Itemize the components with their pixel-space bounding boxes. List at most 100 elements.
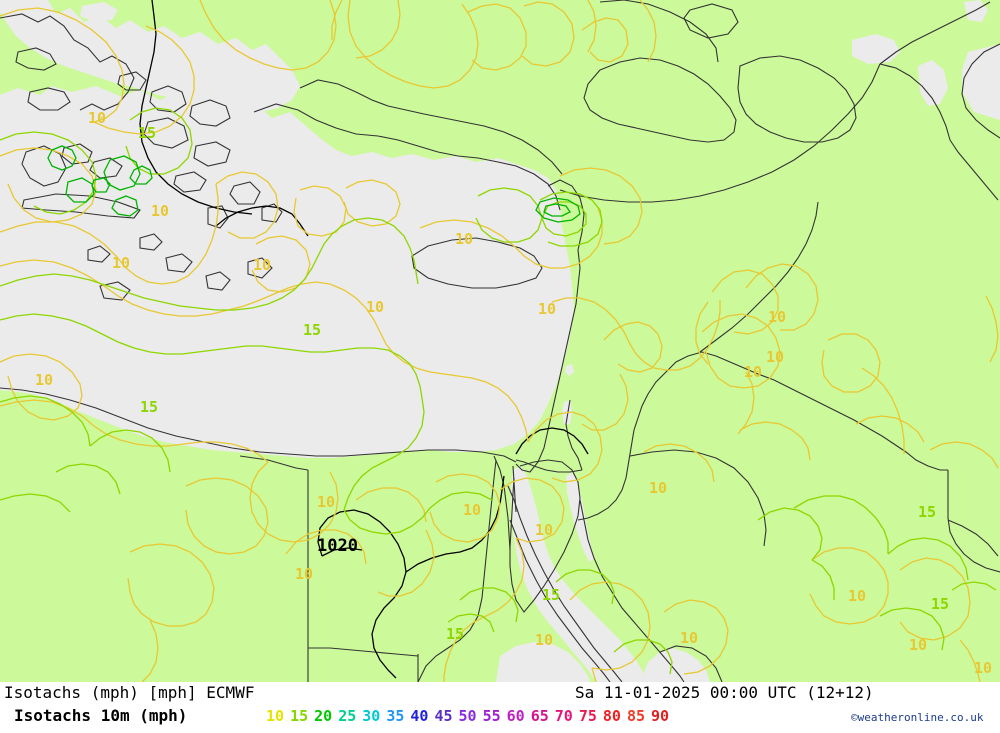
scale-tick-80: 80 — [602, 707, 621, 725]
iran-border — [949, 139, 999, 201]
island-x2 — [149, 85, 187, 113]
egypt-north-coast — [0, 387, 517, 463]
isotach-label: 10 — [463, 501, 482, 519]
mediterranean-sea — [0, 86, 574, 458]
border-turkey-iraq-iran — [879, 1, 991, 65]
scale-tick-55: 55 — [482, 707, 501, 725]
isotach-label: 10 — [151, 202, 170, 220]
isotach-label: 15 — [918, 503, 937, 521]
isotach-label: 10 — [744, 363, 763, 381]
scale-tick-70: 70 — [554, 707, 573, 725]
isobar-1020-north — [139, 0, 253, 215]
gulf-of-aqaba — [566, 472, 594, 562]
isotach-label: 10 — [909, 636, 928, 654]
isotach-label: 10 — [253, 256, 272, 274]
nile-delta — [493, 455, 511, 551]
border-libya-sudan-corner — [308, 647, 419, 657]
red-sea-wide-lower — [496, 642, 590, 682]
caspian-coast — [961, 43, 1000, 139]
isotach-label: 10 — [538, 300, 557, 318]
isotach-label: 10 — [535, 631, 554, 649]
crete — [21, 193, 141, 219]
scale-tick-60: 60 — [506, 707, 525, 725]
isobar-1020-aegean — [215, 205, 309, 237]
lake-urmia — [918, 60, 948, 106]
copyright-label: ©weatheronline.co.uk — [851, 711, 984, 724]
valid-time-label: Sa 11-01-2025 00:00 UTC (12+12) — [575, 683, 874, 702]
border-syria-iraq-jordan — [701, 351, 948, 471]
border-turkey-syria — [559, 63, 881, 203]
greek-islands-a — [15, 47, 57, 71]
isotach-15-contours — [0, 107, 997, 675]
coastlines-and-borders — [0, 0, 1000, 682]
sea-bodies — [0, 0, 1000, 682]
isotach-label: 10 — [295, 565, 314, 583]
isotach-label-layer: 10 15 10 10 10 15 10 10 10 10 15 10 10 10 10 15 10 10 10 15… — [35, 109, 993, 677]
red-sea-east-coast — [579, 499, 685, 682]
island-small-a — [261, 203, 283, 223]
isotach-label: 15 — [140, 398, 159, 416]
isotach-label: 15 — [542, 586, 561, 604]
border-libya-egypt-north — [239, 455, 309, 471]
isotach-label: 10 — [649, 479, 668, 497]
scale-tick-75: 75 — [578, 707, 597, 725]
red-sea — [511, 466, 646, 682]
isotach-20-contours — [47, 145, 581, 223]
greece-coast — [0, 13, 135, 111]
turkey-south-coast — [253, 103, 561, 211]
aegean-sea — [0, 0, 300, 114]
isotach-label: 10 — [35, 371, 54, 389]
isotach-label: 10 — [317, 493, 336, 511]
isotach-color-scale: 10 15 20 25 30 35 40 45 50 55 60 65 70 75 80 85 90 — [266, 707, 669, 725]
island-small-f — [205, 271, 231, 291]
turkey-inner-coast — [299, 79, 563, 175]
scale-tick-65: 65 — [530, 707, 549, 725]
island-x3 — [189, 99, 231, 127]
cyprus — [411, 237, 543, 289]
scale-tick-25: 25 — [338, 707, 357, 725]
island-small-e — [99, 281, 131, 301]
isobar-1020-label-hook — [321, 547, 363, 557]
scale-tick-30: 30 — [362, 707, 381, 725]
scale-tick-35: 35 — [386, 707, 405, 725]
map-graphics — [0, 0, 1000, 682]
island-x7 — [89, 157, 123, 179]
isobar-1020-main — [317, 509, 407, 679]
sea-of-marmara — [80, 2, 118, 22]
island-small-b — [139, 233, 163, 251]
isotach-label: 10 — [88, 109, 107, 127]
caspian-edge — [962, 44, 1000, 120]
island-crete-e — [173, 171, 207, 193]
isotach-label: 15 — [446, 625, 465, 643]
scale-tick-50: 50 — [458, 707, 477, 725]
isotach-20-iskenderun — [535, 197, 581, 223]
island-x6 — [61, 143, 93, 165]
isotach-label: 15 — [303, 321, 322, 339]
island-small-d — [165, 253, 193, 273]
isotach-label: 10 — [768, 308, 787, 326]
island-x5 — [193, 141, 231, 167]
border-syria-iraq — [699, 201, 819, 353]
isotach-label: 10 — [112, 254, 131, 272]
island-karpathos — [207, 205, 229, 229]
isotach-10-contours — [0, 0, 999, 682]
isobar-egypt-sinai — [405, 475, 505, 573]
nile-river — [417, 459, 497, 682]
border-iraq-saudi — [947, 470, 1000, 573]
isotach-label: 10 — [848, 587, 867, 605]
isotach-label: 10 — [974, 659, 993, 677]
greek-islands-b — [27, 87, 71, 111]
scale-tick-20: 20 — [314, 707, 333, 725]
isotach-label: 10 — [455, 230, 474, 248]
anatolia-lake-tuz — [683, 3, 739, 39]
sea-of-galilee — [565, 364, 574, 376]
sinai-peninsula — [509, 459, 581, 613]
scale-tick-10: 10 — [266, 707, 285, 725]
lake-sevan — [964, 0, 988, 22]
weather-map-canvas[interactable]: 10 15 10 10 10 15 10 10 10 10 15 10 10 10 10 15 10 10 10 15… — [0, 0, 1000, 682]
chart-title: Isotachs (mph) [mph] ECMWF — [4, 683, 255, 702]
map-footer: Isotachs (mph) [mph] ECMWF Isotachs 10m … — [0, 682, 1000, 733]
scale-tick-85: 85 — [626, 707, 645, 725]
gulf-of-suez-west — [507, 485, 623, 682]
